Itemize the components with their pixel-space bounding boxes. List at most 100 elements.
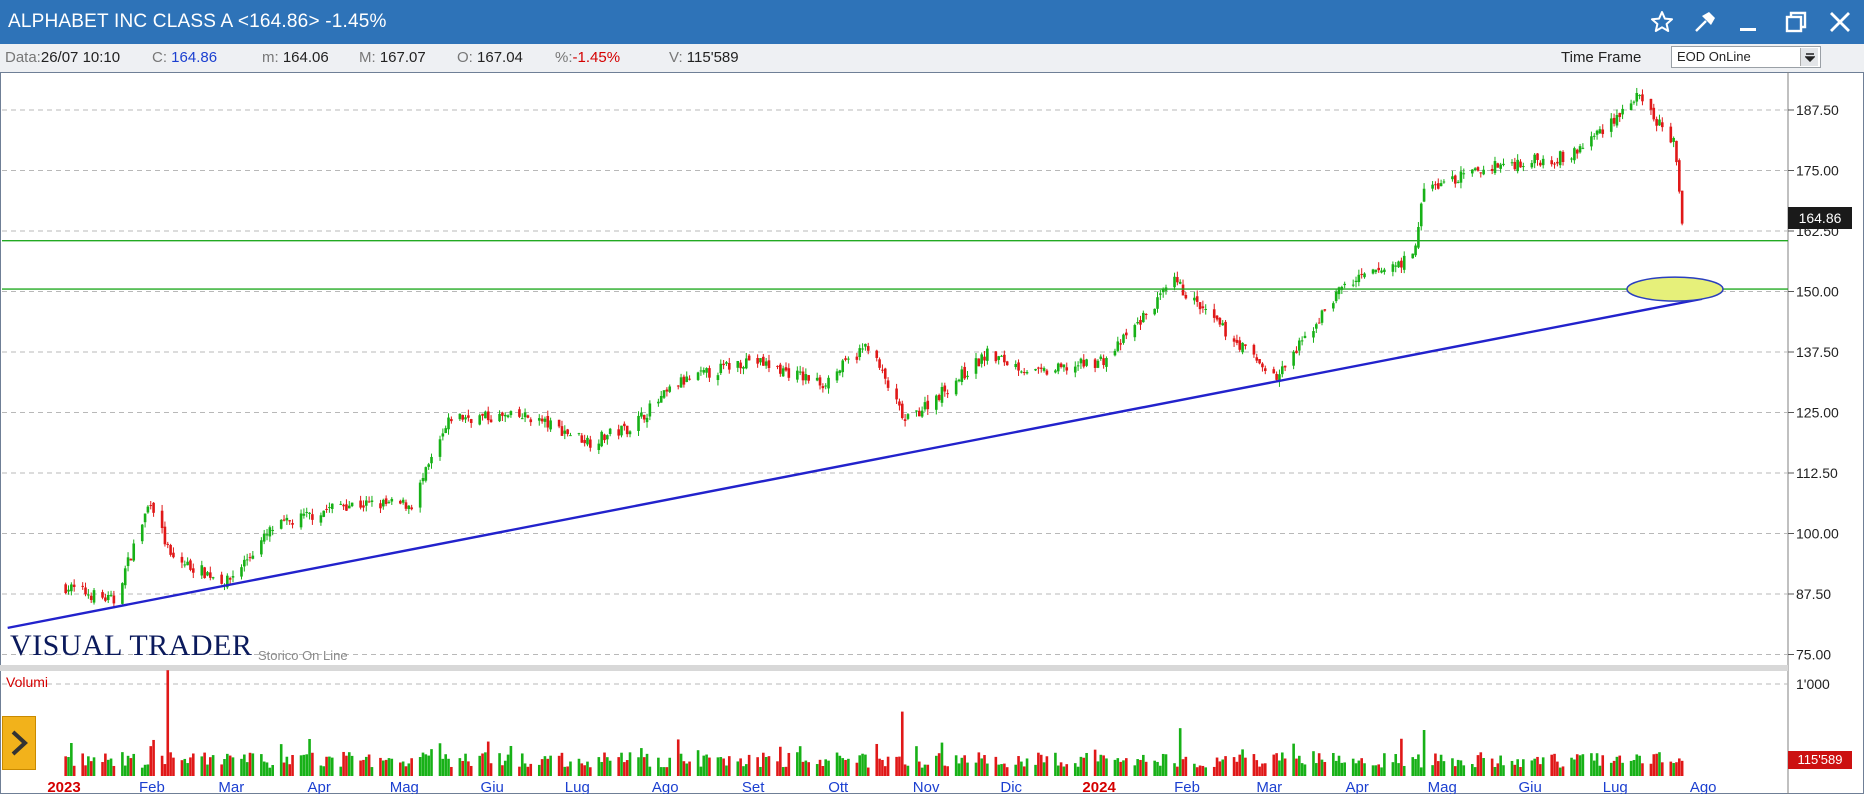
volume-bar	[1539, 764, 1542, 776]
candle-body	[954, 380, 958, 395]
candle-body	[1499, 164, 1502, 169]
volume-bar	[702, 755, 706, 776]
candle-body	[1252, 344, 1256, 355]
candle-body	[727, 362, 731, 370]
candle-body	[1391, 264, 1395, 272]
candle-body	[1195, 296, 1199, 302]
volume-bar	[101, 762, 104, 776]
candle-body	[1343, 283, 1346, 286]
candle-body	[940, 386, 944, 403]
volume-bar	[781, 767, 785, 776]
candle-body	[387, 501, 391, 503]
volume-bar	[1073, 763, 1077, 776]
volume-bar	[1615, 756, 1619, 776]
volume-bar	[1034, 764, 1037, 776]
volume-bar	[824, 759, 827, 776]
volume-bar	[1020, 761, 1023, 776]
candle-body	[322, 510, 326, 517]
volume-bar	[489, 763, 493, 776]
candle-body	[319, 515, 323, 523]
price-chart[interactable]: 187.50175.00162.50150.00137.50125.00112.…	[0, 72, 1864, 794]
volume-bar	[779, 746, 782, 776]
candle-body	[427, 464, 430, 467]
title-bar[interactable]: ALPHABET INC CLASS A <164.86> -1.45%	[0, 0, 1864, 44]
candle-body	[1357, 274, 1361, 283]
candle-body	[549, 420, 552, 430]
volume-bar	[104, 753, 107, 776]
volume-bar	[1317, 753, 1321, 776]
date-axis-label: Apr	[1346, 779, 1369, 794]
volume-bar	[994, 756, 998, 776]
volume-bar	[1232, 757, 1236, 776]
candle-body	[583, 439, 586, 444]
candle-body	[149, 505, 153, 507]
volume-bar	[1459, 760, 1463, 776]
candle-body	[1354, 280, 1358, 283]
candle-body	[1113, 350, 1117, 356]
favorite-star-button[interactable]	[1646, 6, 1678, 38]
candle-body	[920, 410, 924, 417]
dropdown-arrow-icon[interactable]	[1800, 48, 1818, 66]
volume-bar	[484, 752, 487, 776]
candle-body	[1530, 162, 1534, 168]
volume-bar	[211, 755, 215, 776]
candle-body	[1215, 315, 1219, 320]
candle-body	[881, 369, 884, 371]
candle-body	[271, 529, 274, 531]
volume-bar	[1102, 755, 1105, 776]
expand-panel-button[interactable]	[2, 716, 36, 770]
volume-bar	[1675, 762, 1678, 776]
candle-body	[1099, 356, 1103, 359]
candle-body	[838, 370, 842, 374]
candle-body	[957, 379, 961, 382]
minimize-button[interactable]	[1732, 6, 1764, 38]
volume-bar	[1556, 761, 1559, 776]
pin-button[interactable]	[1689, 6, 1721, 38]
candle-body	[784, 367, 788, 371]
candle-body	[983, 356, 986, 361]
volume-bar	[291, 755, 294, 776]
volume-bar	[705, 754, 708, 776]
volume-bar	[895, 756, 898, 776]
volume-bar	[818, 759, 822, 776]
candle-body	[943, 385, 947, 392]
close-button[interactable]	[1824, 6, 1856, 38]
quote-info-bar: Data:26/07 10:10 C: 164.86 m: 164.06 M: …	[0, 44, 1864, 73]
candle-body	[172, 552, 175, 558]
volume-bar	[339, 766, 343, 776]
volume-bar	[410, 758, 413, 776]
volume-bar	[659, 767, 663, 776]
candle-body	[923, 402, 927, 410]
date-axis-label: Lug	[565, 779, 590, 794]
volume-bar	[359, 760, 362, 776]
volume-tick-label: 1'000	[1796, 676, 1830, 692]
candle-body	[1056, 363, 1060, 372]
restore-button[interactable]	[1780, 6, 1812, 38]
candle-body	[481, 413, 484, 416]
candle-body	[1533, 154, 1536, 164]
volume-bar	[589, 767, 592, 776]
candle-body	[1102, 358, 1105, 366]
candle-body	[569, 435, 572, 437]
candle-body	[980, 354, 983, 364]
candle-body	[847, 358, 850, 360]
candle-body	[1519, 161, 1522, 168]
date-axis-label: 2023	[47, 779, 80, 794]
timeframe-select[interactable]: EOD OnLine	[1671, 46, 1821, 68]
candle-body	[645, 417, 649, 423]
candle-body	[1261, 363, 1264, 368]
volume-bar	[206, 764, 209, 776]
volume-bar	[847, 758, 850, 776]
date-axis-label: Ago	[652, 779, 679, 794]
volume-bar	[501, 765, 504, 776]
candle-body	[1539, 162, 1542, 166]
volume-bar	[191, 753, 195, 776]
volume-bar	[70, 743, 73, 776]
volume-bar	[719, 757, 723, 776]
price-tick-label: 150.00	[1796, 284, 1839, 300]
volume-bar	[569, 761, 572, 776]
close-icon	[1830, 12, 1850, 32]
volume-bar	[123, 765, 127, 776]
volume-bar	[1536, 756, 1539, 776]
volume-bar	[132, 753, 136, 776]
